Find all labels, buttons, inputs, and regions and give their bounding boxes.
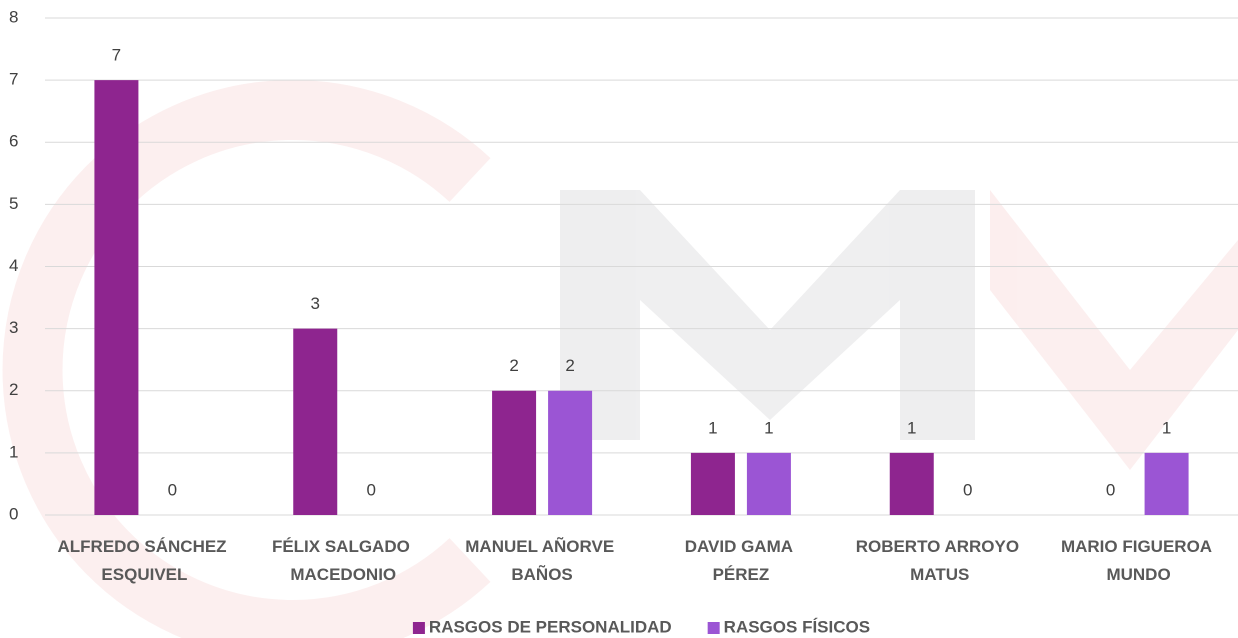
legend-swatch	[412, 622, 425, 634]
bar	[94, 80, 139, 515]
y-tick-label: 5	[9, 194, 18, 213]
y-tick-label: 3	[9, 318, 18, 337]
bar	[690, 452, 735, 515]
x-tick-label: DAVID GAMA PÉREZ	[685, 537, 797, 584]
x-tick-label-line: ALFREDO SÁNCHEZ	[58, 537, 232, 556]
data-label: 2	[565, 356, 574, 375]
x-tick-label-line: ROBERTO ARROYO	[856, 537, 1024, 556]
y-tick-label: 0	[9, 504, 18, 523]
bar	[293, 328, 338, 515]
x-tick-label-line: MACEDONIO	[290, 565, 396, 584]
data-label: 0	[963, 480, 972, 499]
x-tick-label-line: MARIO FIGUEROA	[1061, 537, 1216, 556]
y-tick-label: 6	[9, 132, 18, 151]
y-tick-label: 4	[9, 256, 18, 275]
x-tick-label-line: BAÑOS	[511, 564, 572, 584]
bar	[746, 452, 791, 515]
y-tick-label: 7	[9, 70, 18, 89]
x-tick-label: FÉLIX SALGADO MACEDONIO	[272, 537, 415, 584]
bar	[492, 390, 537, 515]
legend-label: RASGOS DE PERSONALIDAD	[429, 617, 672, 636]
x-tick-label-line: MANUEL AÑORVE	[465, 536, 619, 556]
data-label: 1	[764, 418, 773, 437]
data-label: 0	[168, 480, 177, 499]
data-label: 1	[1162, 418, 1171, 437]
x-tick-label: ROBERTO ARROYO MATUS	[856, 537, 1024, 584]
legend-label: RASGOS FÍSICOS	[724, 617, 870, 636]
y-tick-label: 8	[9, 7, 18, 26]
bar	[548, 390, 593, 515]
x-tick-label: ALFREDO SÁNCHEZ ESQUIVEL	[58, 537, 232, 584]
x-tick-label-line: MATUS	[910, 565, 969, 584]
data-label: 1	[907, 418, 916, 437]
data-label: 7	[112, 46, 121, 65]
y-tick-label: 1	[9, 442, 18, 461]
x-tick-label-line: ESQUIVEL	[101, 565, 187, 584]
x-tick-label: MANUEL AÑORVE BAÑOS	[465, 536, 619, 584]
watermark	[2, 80, 1238, 638]
legend-item: RASGOS FÍSICOS	[707, 617, 870, 636]
x-tick-label-line: MUNDO	[1106, 565, 1170, 584]
bar	[889, 452, 934, 515]
data-label: 1	[708, 418, 717, 437]
data-label: 0	[367, 480, 376, 499]
x-tick-label: MARIO FIGUEROA MUNDO	[1061, 537, 1216, 584]
y-tick-label: 2	[9, 380, 18, 399]
x-tick-label-line: PÉREZ	[713, 565, 770, 584]
bar	[1144, 452, 1189, 515]
legend-swatch	[707, 622, 720, 634]
legend-item: RASGOS DE PERSONALIDAD	[412, 617, 672, 636]
data-label: 2	[509, 356, 518, 375]
data-label: 0	[1106, 480, 1115, 499]
x-tick-label-line: DAVID GAMA	[685, 537, 797, 556]
data-label: 3	[311, 294, 320, 313]
x-tick-label-line: FÉLIX SALGADO	[272, 537, 415, 556]
